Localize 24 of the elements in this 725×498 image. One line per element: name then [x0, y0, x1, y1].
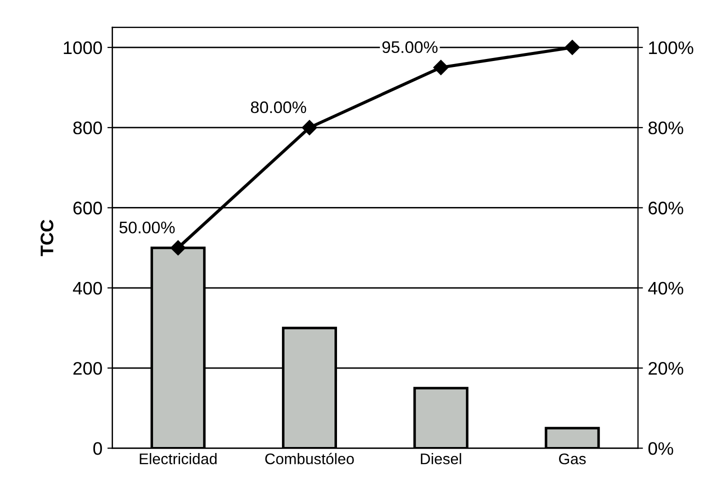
data-label: 95.00%: [382, 41, 438, 54]
point: [302, 120, 318, 136]
y-tick-label: 600: [73, 202, 102, 214]
y-tick-label: 800: [73, 122, 102, 134]
y2-tick-label: 20%: [648, 362, 684, 375]
y-axis-title: TCC: [40, 220, 54, 256]
data-label: 80.00%: [250, 101, 306, 114]
x-tick-label: Diesel: [420, 453, 462, 464]
y2-tick-label: 40%: [648, 282, 684, 295]
x-tick-label: Combustóleo: [265, 452, 354, 464]
data-label: 50.00%: [119, 222, 175, 234]
x-tick-label: Gas: [559, 453, 586, 464]
y-tick-label: 400: [72, 282, 102, 295]
y2-tick-label: 60%: [648, 202, 684, 214]
y2-tick-label: 80%: [648, 122, 684, 134]
y-tick-label: 1000: [64, 41, 102, 54]
point: [433, 60, 448, 76]
point: [564, 40, 580, 55]
x-tick-label: Electricidad: [140, 453, 217, 464]
y-tick-label: 200: [73, 362, 102, 375]
point: [170, 240, 186, 256]
y-tick-label: 0: [93, 442, 102, 455]
y2-tick-label: 0%: [648, 442, 674, 455]
y2-tick-label: 100%: [649, 41, 694, 54]
